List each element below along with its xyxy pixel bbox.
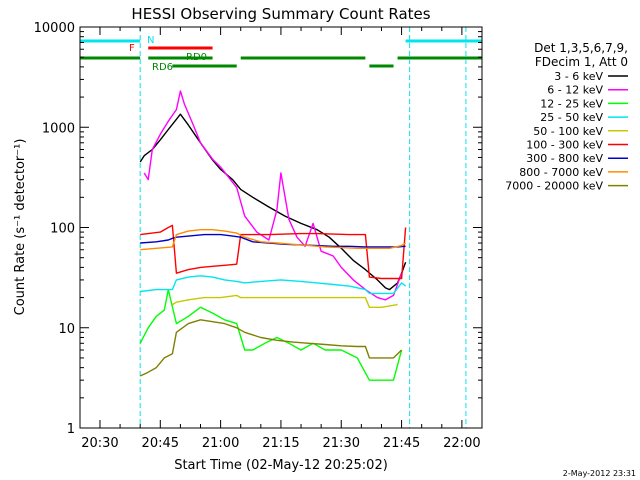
flag-label-f: F	[129, 43, 135, 54]
x-tick-label-4: 21:30	[323, 436, 360, 451]
series-line-2	[139, 288, 403, 381]
legend-label-7: 800 - 7000 keV	[519, 166, 603, 179]
series-line-4	[172, 294, 398, 308]
legend-label-2: 12 - 25 keV	[540, 97, 603, 110]
y-tick-label-4: 10000	[34, 21, 75, 36]
flag-bars: N F RD0 RD6	[80, 27, 482, 428]
legend-label-5: 100 - 300 keV	[526, 139, 603, 152]
x-tick-label-3: 21:15	[262, 436, 299, 451]
x-axis-label: Start Time (02-May-12 20:25:02)	[174, 458, 388, 473]
footer-timestamp: 2-May-2012 23:31	[563, 469, 636, 478]
legend-label-6: 300 - 800 keV	[526, 152, 603, 165]
legend-label-8: 7000 - 20000 keV	[505, 180, 603, 193]
chart-title: HESSI Observing Summary Count Rates	[131, 5, 430, 23]
y-tick-label-1: 10	[58, 322, 75, 337]
series-line-3	[140, 275, 407, 295]
series-line-8	[139, 319, 403, 377]
y-tick-label-0: 1	[67, 422, 75, 437]
series-line-5	[140, 224, 407, 280]
legend-label-1: 6 - 12 keV	[547, 84, 603, 97]
series-line-7	[140, 228, 406, 251]
x-tick-label-2: 21:00	[202, 436, 239, 451]
flag-label-rd6: RD6	[152, 62, 173, 73]
axes: 20:30 20:45 21:00 21:15 21:30 21:45 22:00 1 10 10…	[34, 21, 483, 451]
legend-header-line-1: Det 1,3,5,6,7,9,	[534, 41, 628, 55]
legend-header-line-2: FDecim 1, Att 0	[535, 55, 628, 69]
legend-label-3: 25 - 50 keV	[540, 111, 603, 124]
x-tick-label-0: 20:30	[81, 436, 118, 451]
y-axis-label: Count Rate (s⁻¹ detector⁻¹)	[13, 139, 28, 316]
y-tick-label-2: 100	[50, 222, 75, 237]
flag-label-rd0: RD0	[186, 52, 207, 63]
flag-label-n: N	[147, 35, 154, 46]
x-tick-label-6: 22:00	[443, 436, 480, 451]
series-line-6	[140, 233, 406, 248]
series-lines	[139, 90, 407, 381]
series-line-0	[139, 113, 407, 291]
x-tick-label-5: 21:45	[383, 436, 420, 451]
y-tick-label-3: 1000	[42, 121, 75, 136]
legend-label-0: 3 - 6 keV	[554, 70, 603, 83]
legend-label-4: 50 - 100 keV	[533, 125, 603, 138]
x-tick-label-1: 20:45	[142, 436, 179, 451]
series-line-1	[143, 90, 403, 301]
